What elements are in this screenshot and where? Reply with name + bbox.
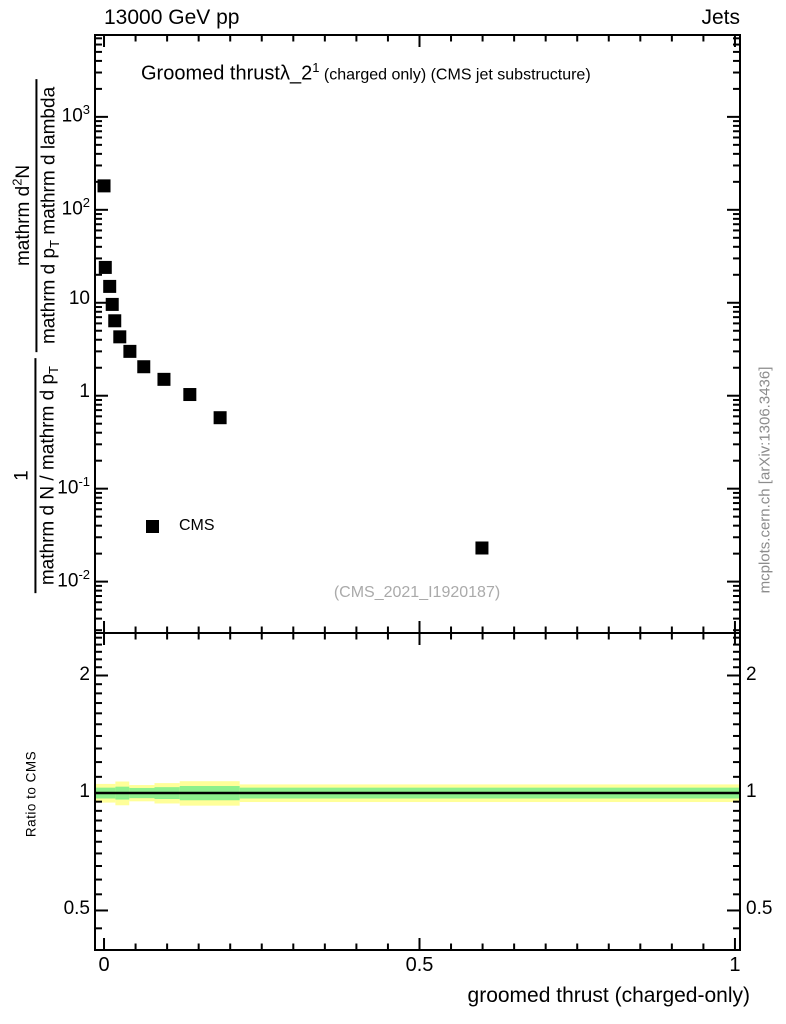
- ratio-y-tick-label-left: 0.5: [63, 898, 90, 920]
- mcplots-arxiv-note: mcplots.cern.ch [arXiv:1306.3436]: [756, 366, 774, 594]
- y-tick-label: 10-2: [57, 566, 90, 591]
- data-point: [475, 541, 489, 555]
- y-tick-label: 103: [61, 101, 90, 127]
- data-point: [97, 179, 111, 193]
- data-point: [113, 330, 127, 344]
- data-point: [213, 411, 227, 425]
- watermark-analysis-id: (CMS_2021_I1920187): [333, 584, 501, 601]
- y-tick-label: 102: [61, 194, 90, 220]
- x-tick-label: 0.5: [405, 954, 434, 976]
- y-tick-label: 10: [68, 287, 90, 309]
- ratio-y-tick-label-right: 1: [746, 780, 757, 802]
- main-panel-frame: [94, 34, 741, 634]
- plot-title: Groomed thrustλ_21 (charged only) (CMS j…: [141, 60, 591, 86]
- data-point: [137, 360, 151, 374]
- data-point: [105, 297, 119, 311]
- data-point: [108, 314, 122, 328]
- header-analysis-tag: Jets: [701, 6, 740, 29]
- legend-label: CMS: [179, 517, 215, 534]
- x-tick-label: 0: [98, 954, 110, 976]
- ratio-y-tick-label-left: 1: [79, 780, 90, 802]
- legend-marker-square-icon: [146, 519, 159, 533]
- data-point: [183, 388, 197, 402]
- plot-title-qualifier: (charged only) (CMS jet substructure): [319, 66, 591, 84]
- x-axis-label: groomed thrust (charged-only): [467, 984, 750, 1007]
- header-beam-energy: 13000 GeV pp: [104, 6, 240, 29]
- data-point: [98, 260, 112, 274]
- legend: CMS: [146, 517, 215, 535]
- data-point: [157, 372, 171, 386]
- y-tick-label: 10-1: [57, 473, 90, 498]
- x-tick-label: 1: [729, 954, 741, 976]
- ratio-y-tick-label-right: 2: [746, 663, 757, 685]
- plot-title-main: Groomed thrust: [141, 62, 280, 85]
- y-tick-label: 1: [79, 380, 90, 402]
- data-point: [103, 279, 117, 293]
- y-axis-label: 1 mathrm d N / mathrm d pT mathrm d2N ma…: [9, 78, 63, 594]
- plot-title-symbol: λ_2: [279, 62, 313, 85]
- plot-title-superscript: 1: [312, 60, 320, 75]
- ratio-panel-frame: [94, 632, 741, 951]
- ratio-y-tick-label-left: 2: [79, 663, 90, 685]
- ratio-y-tick-label-right: 0.5: [746, 898, 773, 920]
- data-point: [123, 344, 137, 358]
